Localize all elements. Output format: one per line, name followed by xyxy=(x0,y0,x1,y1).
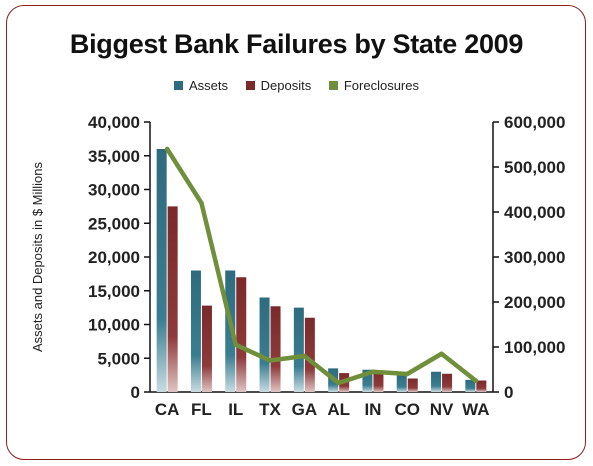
foreclosures-point xyxy=(473,378,479,383)
bar-assets xyxy=(190,270,201,392)
legend-label-assets: Assets xyxy=(189,78,229,93)
right-tick-label: 500,000 xyxy=(504,158,565,177)
left-tick-label: 10,000 xyxy=(88,316,140,335)
left-tick-label: 40,000 xyxy=(88,113,140,132)
foreclosures-point xyxy=(439,351,444,356)
bar-deposits xyxy=(201,305,212,392)
legend-label-deposits: Deposits xyxy=(260,78,312,93)
left-tick-label: 20,000 xyxy=(88,248,140,267)
x-category-label: FL xyxy=(191,400,212,419)
foreclosures-point xyxy=(164,146,170,152)
right-tick-label: 100,000 xyxy=(504,338,565,357)
foreclosures-point xyxy=(233,342,238,347)
x-category-label: CA xyxy=(155,400,180,419)
bar-deposits xyxy=(407,378,418,392)
foreclosures-point xyxy=(267,358,273,363)
legend-swatch-deposits xyxy=(245,81,255,90)
foreclosures-point xyxy=(405,371,410,377)
foreclosures-point xyxy=(370,369,376,374)
bar-assets xyxy=(293,307,304,392)
bar-assets xyxy=(156,149,167,392)
x-category-label: WA xyxy=(462,400,489,419)
foreclosures-point xyxy=(336,380,341,386)
bar-assets xyxy=(431,371,442,392)
bar-deposits xyxy=(476,380,487,392)
bar-assets xyxy=(362,369,373,392)
chart-legend: Assets Deposits Foreclosures xyxy=(0,78,593,93)
legend-item-deposits: Deposits xyxy=(245,78,312,93)
right-tick-label: 300,000 xyxy=(504,248,565,267)
bar-assets xyxy=(465,379,476,392)
x-category-label: IN xyxy=(364,400,381,419)
x-category-label: TX xyxy=(259,400,281,419)
x-category-label: AL xyxy=(327,400,350,419)
foreclosures-point xyxy=(199,200,204,206)
legend-swatch-foreclosures xyxy=(328,81,338,90)
legend-item-foreclosures: Foreclosures xyxy=(328,78,419,93)
left-tick-label: 35,000 xyxy=(88,147,140,166)
foreclosures-point xyxy=(302,353,307,359)
bar-assets xyxy=(396,375,407,392)
chart-title: Biggest Bank Failures by State 2009 xyxy=(69,29,524,59)
x-category-label: CO xyxy=(395,400,421,419)
x-category-label: GA xyxy=(292,400,318,419)
legend-swatch-assets xyxy=(174,81,183,90)
foreclosures-line xyxy=(164,146,479,386)
bar-deposits xyxy=(270,306,281,392)
bar-deposits xyxy=(373,371,384,392)
legend-label-foreclosures: Foreclosures xyxy=(343,78,419,93)
bar-assets xyxy=(259,297,270,392)
x-category-label: IL xyxy=(228,400,243,419)
left-tick-label: 0 xyxy=(131,383,140,402)
bar-deposits xyxy=(167,206,178,392)
right-tick-label: 400,000 xyxy=(504,203,565,222)
left-tick-label: 5,000 xyxy=(97,349,140,368)
bar-deposits xyxy=(304,317,315,392)
left-tick-label: 30,000 xyxy=(88,181,140,200)
bar-deposits xyxy=(442,373,453,392)
x-category-label: NV xyxy=(430,400,454,419)
right-tick-label: 0 xyxy=(504,383,513,402)
line-group xyxy=(164,146,479,386)
bar-deposits xyxy=(236,277,247,392)
right-tick-label: 200,000 xyxy=(504,293,565,312)
legend-item-assets: Assets xyxy=(174,78,228,93)
left-tick-label: 15,000 xyxy=(88,282,140,301)
labels-group: 0 5,000 10,000 15,000 20,000 25,000 30,000 35,0… xyxy=(30,113,565,419)
y-axis-title: Assets and Deposits in $ Millions xyxy=(30,161,45,352)
right-tick-label: 600,000 xyxy=(504,113,565,132)
left-tick-label: 25,000 xyxy=(88,214,140,233)
